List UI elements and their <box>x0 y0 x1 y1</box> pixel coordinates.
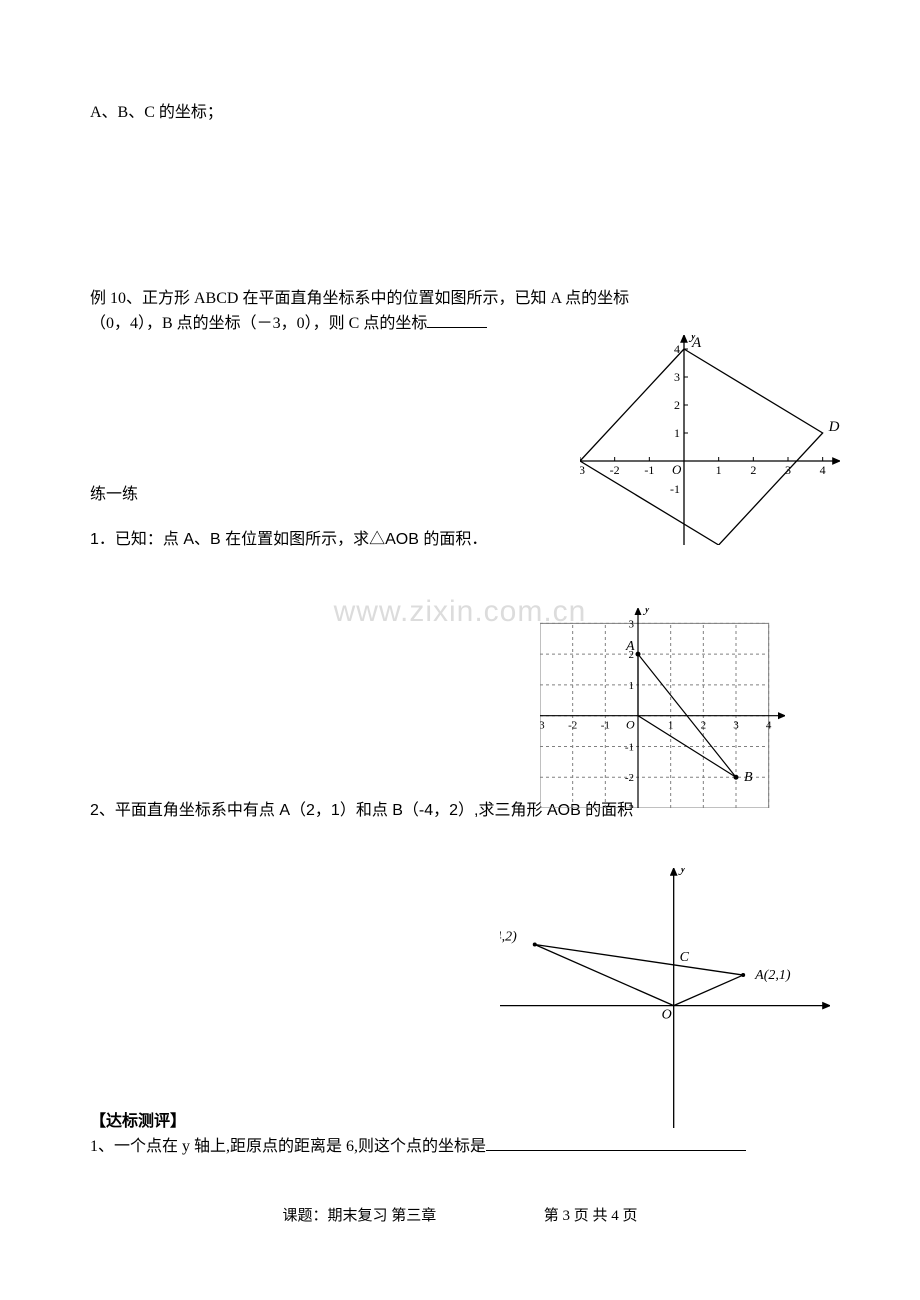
svg-text:A: A <box>691 335 702 351</box>
svg-text:1: 1 <box>716 463 722 477</box>
svg-text:-1: -1 <box>601 720 610 732</box>
svg-text:4: 4 <box>766 720 772 732</box>
svg-text:-3: -3 <box>540 720 545 732</box>
svg-text:B: B <box>744 770 753 785</box>
svg-text:-3: -3 <box>580 463 585 477</box>
svg-text:-1: -1 <box>670 482 680 496</box>
svg-text:3: 3 <box>674 370 680 384</box>
figure-triangle-aob-plain: xyOA(2,1)B(-4,2)C <box>500 868 830 1128</box>
svg-text:1: 1 <box>674 426 680 440</box>
svg-text:-1: -1 <box>625 741 634 753</box>
svg-text:C: C <box>680 950 690 965</box>
svg-text:3: 3 <box>733 720 739 732</box>
ex10-blank <box>427 311 487 328</box>
assessment-q1: 1、一个点在 y 轴上,距原点的距离是 6,则这个点的坐标是 <box>90 1134 830 1160</box>
vertical-spacer-1 <box>90 126 830 286</box>
assessment-q1-text: 1、一个点在 y 轴上,距原点的距离是 6,则这个点的坐标是 <box>90 1138 486 1155</box>
svg-text:y: y <box>642 608 651 616</box>
svg-text:O: O <box>662 1008 672 1023</box>
figure-square-abcd: xyO-3-2-112341234-1ABCD <box>580 335 840 545</box>
svg-text:-1: -1 <box>644 463 654 477</box>
assessment-q1-blank <box>486 1134 746 1151</box>
ex10-line2: （0，4），B 点的坐标（－3，0），则 C 点的坐标 <box>90 311 830 337</box>
svg-text:O: O <box>626 718 635 732</box>
ex10-line2-text: （0，4），B 点的坐标（－3，0），则 C 点的坐标 <box>90 315 427 332</box>
svg-text:2: 2 <box>750 463 756 477</box>
svg-text:B(-4,2): B(-4,2) <box>500 929 517 944</box>
svg-text:2: 2 <box>701 720 707 732</box>
svg-text:-3: -3 <box>625 803 635 808</box>
svg-text:y: y <box>678 868 687 876</box>
svg-text:A(2,1): A(2,1) <box>754 968 791 983</box>
svg-text:-2: -2 <box>610 463 620 477</box>
svg-text:-2: -2 <box>625 772 634 784</box>
footer-left: 课题：期末复习 第三章 <box>282 1208 436 1224</box>
svg-text:2: 2 <box>674 398 680 412</box>
page-footer: 课题：期末复习 第三章 第 3 页 共 4 页 <box>0 1204 920 1225</box>
figure-triangle-aob-grid: xyO-3-2-11234123-1-2-3AB <box>540 608 785 808</box>
footer-right: 第 3 页 共 4 页 <box>544 1208 638 1224</box>
svg-text:3: 3 <box>629 618 635 630</box>
svg-text:1: 1 <box>668 720 674 732</box>
ex10-line1: 例 10、正方形 ABCD 在平面直角坐标系中的位置如图所示，已知 A 点的坐标 <box>90 286 830 312</box>
top-line: A、B、C 的坐标； <box>90 100 830 126</box>
svg-text:A: A <box>625 639 635 654</box>
svg-text:4: 4 <box>820 463 826 477</box>
svg-text:D: D <box>828 419 840 435</box>
svg-text:O: O <box>672 462 682 477</box>
svg-text:1: 1 <box>629 680 635 692</box>
svg-text:-2: -2 <box>568 720 577 732</box>
